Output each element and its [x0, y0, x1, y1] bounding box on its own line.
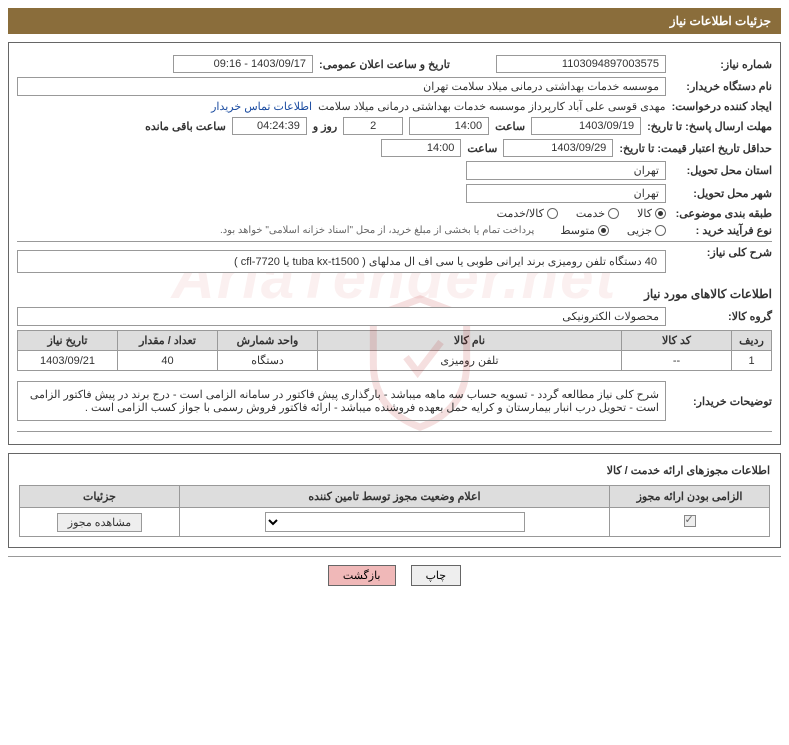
license-header-row: الزامی بودن ارائه مجوز اعلام وضعیت مجوز …	[20, 486, 770, 508]
th-unit: واحد شمارش	[218, 331, 318, 351]
radio-medium	[598, 225, 609, 236]
row-requester: ایجاد کننده درخواست: مهدی قوسی علی آباد …	[17, 100, 772, 113]
row-buyer-notes: توضیحات خریدار: شرح کلی نیاز مطالعه گردد…	[17, 375, 772, 427]
classification-group: کالا خدمت کالا/خدمت	[497, 207, 666, 220]
label-announce: تاریخ و ساعت اعلان عمومی:	[319, 58, 450, 71]
cell-mandatory	[610, 508, 770, 537]
label-reply-time: ساعت	[495, 120, 525, 133]
main-panel: AriaTender.net شماره نیاز: 1103094897003…	[8, 42, 781, 445]
th-name: نام کالا	[318, 331, 622, 351]
status-dropdown[interactable]	[265, 512, 525, 532]
label-requester: ایجاد کننده درخواست:	[672, 100, 772, 113]
goods-table: ردیف کد کالا نام کالا واحد شمارش تعداد /…	[17, 330, 772, 371]
label-buyer-notes: توضیحات خریدار:	[672, 395, 772, 408]
th-qty: تعداد / مقدار	[118, 331, 218, 351]
label-days-and: روز و	[313, 120, 337, 133]
row-purchase-type: نوع فرآیند خرید : جزیی متوسط پرداخت تمام…	[17, 224, 772, 237]
field-days-left: 2	[343, 117, 403, 135]
label-reply: مهلت ارسال پاسخ: تا تاریخ:	[647, 120, 772, 133]
label-goods-group: گروه کالا:	[672, 310, 772, 323]
label-price-time: ساعت	[467, 142, 497, 155]
back-button[interactable]: بازگشت	[328, 565, 396, 586]
license-panel: اطلاعات مجوزهای ارائه خدمت / کالا الزامی…	[8, 453, 781, 548]
cell-name: تلفن رومیزی	[318, 351, 622, 371]
label-purchase-type: نوع فرآیند خرید :	[672, 224, 772, 237]
page-header: جزئیات اطلاعات نیاز	[8, 8, 781, 34]
field-buyer-org: موسسه خدمات بهداشتی درمانی میلاد سلامت ت…	[17, 77, 666, 96]
field-city: تهران	[466, 184, 666, 203]
cell-status	[180, 508, 610, 537]
field-price-date: 1403/09/29	[503, 139, 613, 157]
field-goods-group: محصولات الکترونیکی	[17, 307, 666, 326]
row-classification: طبقه بندی موضوعی: کالا خدمت کالا/خدمت	[17, 207, 772, 220]
goods-table-header-row: ردیف کد کالا نام کالا واحد شمارش تعداد /…	[18, 331, 772, 351]
radio-item-both[interactable]: کالا/خدمت	[497, 207, 558, 220]
field-need-no: 1103094897003575	[496, 55, 666, 73]
separator-2	[17, 431, 772, 432]
print-button[interactable]: چاپ	[411, 565, 462, 586]
header-title: جزئیات اطلاعات نیاز	[670, 14, 771, 28]
field-requester: مهدی قوسی علی آباد کارپرداز موسسه خدمات …	[318, 100, 665, 113]
mandatory-checkbox[interactable]	[684, 515, 696, 527]
cell-qty: 40	[118, 351, 218, 371]
th-status: اعلام وضعیت مجوز توسط تامین کننده	[180, 486, 610, 508]
license-section-title: اطلاعات مجوزهای ارائه خدمت / کالا	[19, 464, 770, 477]
cell-unit: دستگاه	[218, 351, 318, 371]
row-need-no: شماره نیاز: 1103094897003575 تاریخ و ساع…	[17, 55, 772, 73]
radio-both	[547, 208, 558, 219]
label-need-no: شماره نیاز:	[672, 58, 772, 71]
row-price-validity: حداقل تاریخ اعتبار قیمت: تا تاریخ: 1403/…	[17, 139, 772, 157]
purchase-note: پرداخت تمام یا بخشی از مبلغ خرید، از محل…	[220, 225, 534, 236]
field-price-time: 14:00	[381, 139, 461, 157]
radio-minor	[655, 225, 666, 236]
goods-info-title: اطلاعات کالاهای مورد نیاز	[17, 287, 772, 301]
row-goods-group: گروه کالا: محصولات الکترونیکی	[17, 307, 772, 326]
field-general-desc: 40 دستگاه تلفن رومیزی برند ایرانی طوبی ی…	[17, 250, 666, 273]
field-reply-time: 14:00	[409, 117, 489, 135]
cell-row: 1	[732, 351, 772, 371]
goods-table-row: 1 -- تلفن رومیزی دستگاه 40 1403/09/21	[18, 351, 772, 371]
label-general-desc: شرح کلی نیاز:	[672, 246, 772, 259]
th-details: جزئیات	[20, 486, 180, 508]
field-province: تهران	[466, 161, 666, 180]
field-time-left: 04:24:39	[232, 117, 307, 135]
row-city: شهر محل تحویل: تهران	[17, 184, 772, 203]
separator-1	[17, 241, 772, 242]
label-buyer-org: نام دستگاه خریدار:	[672, 80, 772, 93]
field-reply-date: 1403/09/19	[531, 117, 641, 135]
radio-kala	[655, 208, 666, 219]
label-classification: طبقه بندی موضوعی:	[672, 207, 772, 220]
radio-khedmat	[608, 208, 619, 219]
field-announce: 1403/09/17 - 09:16	[173, 55, 313, 73]
th-date: تاریخ نیاز	[18, 331, 118, 351]
radio-item-kala[interactable]: کالا	[637, 207, 666, 220]
radio-item-khedmat[interactable]: خدمت	[576, 207, 619, 220]
th-row: ردیف	[732, 331, 772, 351]
license-row: مشاهده مجوز	[20, 508, 770, 537]
bottom-bar: چاپ بازگشت	[8, 556, 781, 594]
contact-link[interactable]: اطلاعات تماس خریدار	[211, 100, 312, 113]
purchase-type-group: جزیی متوسط	[560, 224, 666, 237]
label-province: استان محل تحویل:	[672, 164, 772, 177]
cell-details: مشاهده مجوز	[20, 508, 180, 537]
cell-date: 1403/09/21	[18, 351, 118, 371]
row-general-desc: شرح کلی نیاز: 40 دستگاه تلفن رومیزی برند…	[17, 246, 772, 281]
label-remaining: ساعت باقی مانده	[145, 120, 226, 133]
row-reply-deadline: مهلت ارسال پاسخ: تا تاریخ: 1403/09/19 سا…	[17, 117, 772, 135]
row-buyer-org: نام دستگاه خریدار: موسسه خدمات بهداشتی د…	[17, 77, 772, 96]
label-city: شهر محل تحویل:	[672, 187, 772, 200]
radio-item-medium[interactable]: متوسط	[560, 224, 609, 237]
radio-item-minor[interactable]: جزیی	[627, 224, 666, 237]
buyer-notes-box: شرح کلی نیاز مطالعه گردد - تسویه حساب سه…	[17, 381, 666, 421]
th-code: کد کالا	[622, 331, 732, 351]
th-mandatory: الزامی بودن ارائه مجوز	[610, 486, 770, 508]
label-price-validity: حداقل تاریخ اعتبار قیمت: تا تاریخ:	[619, 142, 772, 155]
row-province: استان محل تحویل: تهران	[17, 161, 772, 180]
license-table: الزامی بودن ارائه مجوز اعلام وضعیت مجوز …	[19, 485, 770, 537]
view-license-button[interactable]: مشاهده مجوز	[57, 513, 142, 532]
cell-code: --	[622, 351, 732, 371]
